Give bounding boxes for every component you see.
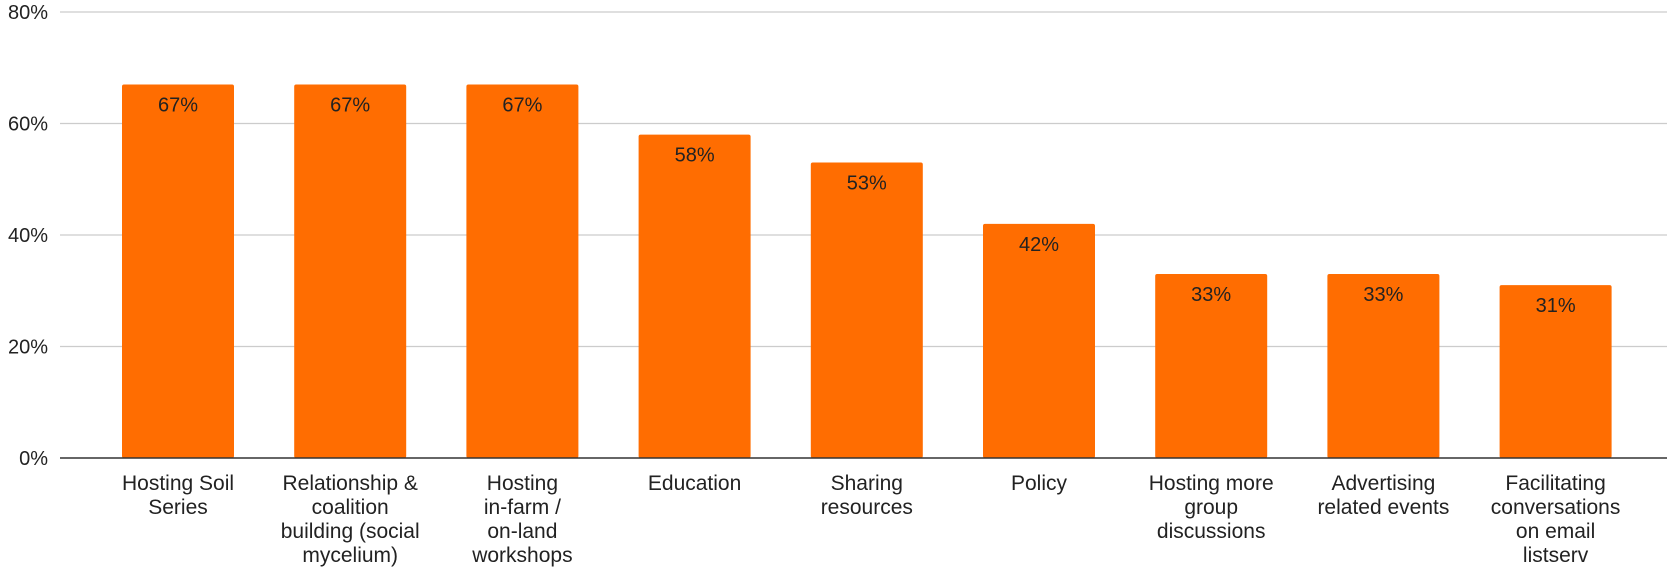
x-tick-label-line: Sharing xyxy=(831,472,903,495)
x-axis-categories: Hosting Soil Series Relationship & coalitio… xyxy=(122,472,1620,567)
bar xyxy=(638,134,751,458)
x-tick-label: Relationship & coalition building (social m… xyxy=(281,472,420,567)
x-tick-label-line: Policy xyxy=(1011,472,1068,495)
x-tick-label-line: Hosting Soil xyxy=(122,472,234,495)
x-tick-label-line: Relationship & xyxy=(282,472,417,495)
x-tick-label: Hosting Soil Series xyxy=(122,472,234,519)
x-tick-label-line: Hosting more xyxy=(1149,472,1274,495)
x-tick-label-line: coalition xyxy=(312,496,389,519)
bar xyxy=(1155,274,1268,458)
y-axis-ticks: 0% 20% 40% 60% 80% xyxy=(8,2,48,470)
x-tick-label-line: Series xyxy=(148,496,208,519)
y-tick-label: 0% xyxy=(19,448,48,470)
x-tick-label-line: listserv xyxy=(1523,544,1589,567)
x-tick-label: Sharing resources xyxy=(821,472,913,519)
bar xyxy=(810,162,923,458)
x-tick-label-line: building (social xyxy=(281,520,420,543)
x-tick-label-line: on email xyxy=(1516,520,1595,543)
data-label: 31% xyxy=(1536,295,1576,317)
x-tick-label-line: group xyxy=(1184,496,1238,519)
x-tick-label: Hosting in-farm / on-land workshops xyxy=(471,472,572,567)
y-tick-label: 60% xyxy=(8,114,48,136)
data-label: 33% xyxy=(1363,284,1403,306)
bar xyxy=(1499,285,1612,458)
x-tick-label-line: mycelium) xyxy=(302,544,398,567)
x-tick-label-line: workshops xyxy=(471,544,572,567)
x-tick-label-line: discussions xyxy=(1157,520,1266,543)
x-tick-label-line: Education xyxy=(648,472,741,495)
data-labels: 67% 67% 67% 58% 53% 42% 33% 33% 31% xyxy=(158,94,1576,317)
bar xyxy=(122,84,234,458)
y-tick-label: 80% xyxy=(8,2,48,24)
x-tick-label: Facilitating conversations on email listser… xyxy=(1491,472,1621,567)
data-label: 53% xyxy=(847,173,887,195)
bar xyxy=(294,84,407,458)
x-tick-label-line: Hosting xyxy=(487,472,558,495)
x-tick-label: Advertising related events xyxy=(1317,472,1449,519)
bar xyxy=(983,223,1095,458)
x-tick-label-line: related events xyxy=(1317,496,1449,519)
bar xyxy=(466,84,579,458)
data-label: 33% xyxy=(1191,284,1231,306)
x-tick-label: Education xyxy=(648,472,741,495)
y-tick-label: 20% xyxy=(8,337,48,359)
x-tick-label: Policy xyxy=(1011,472,1068,495)
bars xyxy=(122,84,1612,458)
x-tick-label-line: Advertising xyxy=(1331,472,1435,495)
data-label: 67% xyxy=(330,94,370,116)
data-label: 67% xyxy=(502,94,542,116)
x-tick-label-line: resources xyxy=(821,496,913,519)
x-tick-label-line: conversations xyxy=(1491,496,1621,519)
data-label: 67% xyxy=(158,94,198,116)
bar xyxy=(1327,274,1440,458)
data-label: 42% xyxy=(1019,234,1059,256)
x-tick-label-line: Facilitating xyxy=(1505,472,1605,495)
x-tick-label-line: on-land xyxy=(487,520,557,543)
y-tick-label: 40% xyxy=(8,225,48,247)
x-tick-label-line: in-farm / xyxy=(484,496,561,519)
x-tick-label: Hosting more group discussions xyxy=(1149,472,1274,543)
data-label: 58% xyxy=(675,145,715,167)
